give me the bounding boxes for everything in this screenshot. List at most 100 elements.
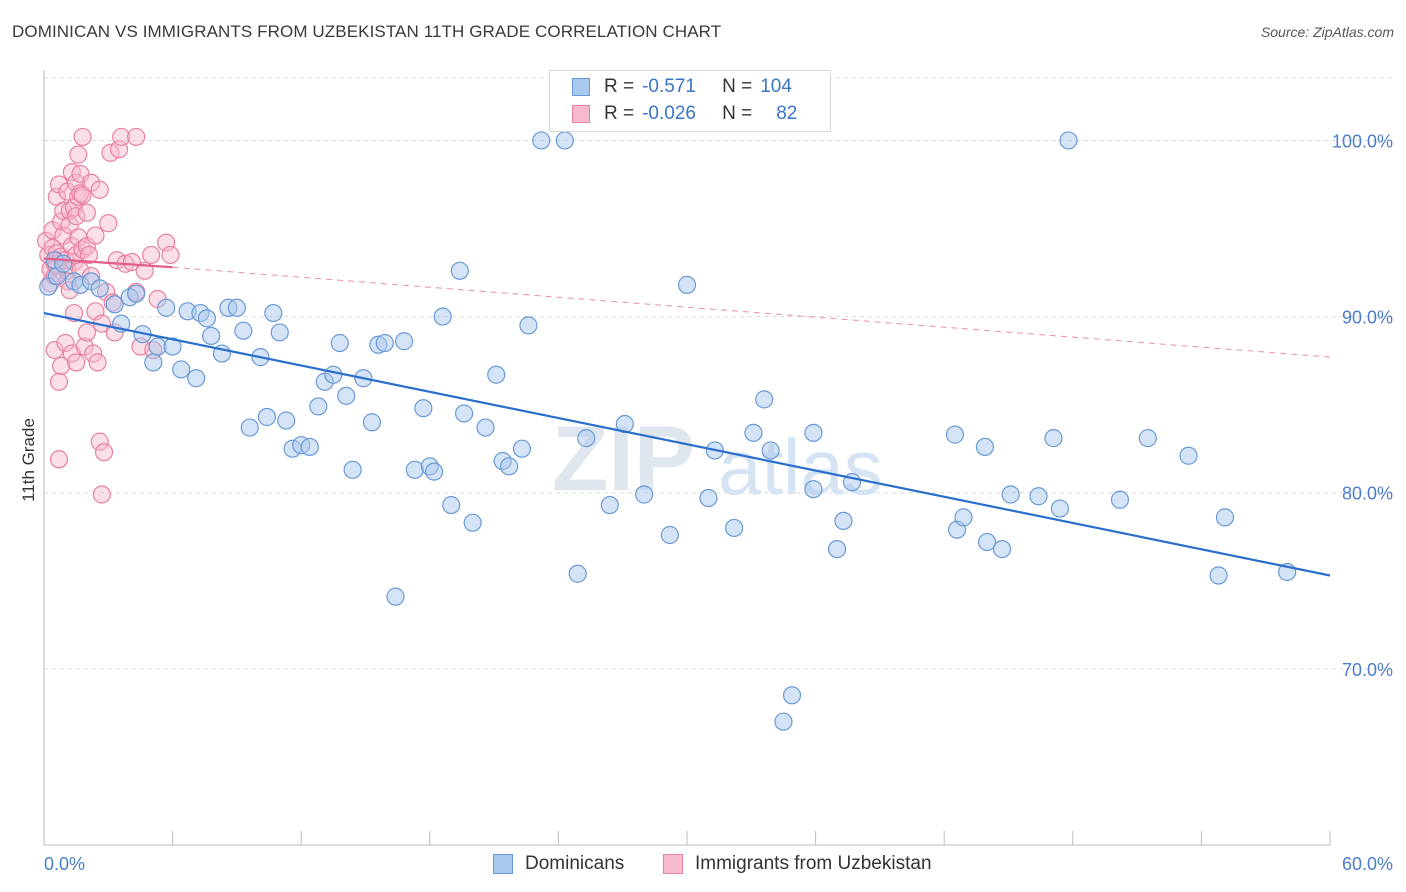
dominican-point [1215, 508, 1235, 527]
legend-row-uzbekistan: R = -0.026 N = 82 [572, 101, 797, 127]
uzbekistan-point [99, 214, 118, 233]
uzbekistan-point [67, 353, 86, 372]
dominican-point [568, 564, 587, 583]
uzbekistan-point [90, 432, 109, 451]
legend-r-label: R = [604, 76, 635, 97]
x-tick-label-max: 60.0% [1342, 854, 1393, 874]
legend-n-label: N = [722, 76, 753, 97]
dominican-point [454, 404, 474, 423]
dominican-point [362, 413, 382, 432]
dominican-point [309, 397, 328, 416]
dominican-point [954, 508, 973, 527]
uzbekistan-point [127, 127, 146, 147]
dominican-point [476, 418, 495, 437]
dominican-point [500, 457, 519, 476]
dominican-point [144, 353, 163, 372]
dominican-point [257, 407, 277, 427]
legend-r-value: -0.571 [642, 76, 696, 97]
uzbekistan-point [88, 353, 107, 372]
dominican-point [804, 423, 823, 442]
dominican-point [1029, 487, 1048, 506]
legend-n-value: 104 [760, 76, 792, 97]
dominican-point [677, 275, 697, 294]
legend-item-dominicans: Dominicans [493, 853, 624, 875]
legend-swatch-blue [493, 854, 513, 874]
uzbekistan-point [122, 252, 141, 272]
stats-legend: R = -0.571 N = 104 R = -0.026 N = 82 [549, 70, 831, 132]
uzbekistan-point [77, 203, 96, 222]
dominican-point [202, 326, 221, 346]
dominican-point [227, 298, 246, 317]
uzbekistan-point [52, 356, 71, 376]
chart-title: DOMINICAN VS IMMIGRANTS FROM UZBEKISTAN … [12, 22, 722, 41]
dominican-point [1209, 566, 1228, 585]
dominican-point [264, 303, 283, 323]
dominican-point [555, 131, 574, 150]
dominican-point [442, 495, 461, 515]
uzbekistan-point [92, 485, 111, 504]
y-tick-label: 100.0% [1332, 131, 1393, 151]
dominican-points [39, 131, 1297, 731]
dominican-point [699, 488, 718, 508]
dominican-point [755, 390, 774, 409]
dominican-point [163, 337, 182, 356]
dominican-point [197, 309, 216, 328]
dominican-point [187, 369, 206, 388]
dominican-point [1179, 446, 1198, 465]
watermark: ZIP atlas [552, 408, 883, 511]
y-axis-label: 11th Grade [19, 418, 38, 502]
legend-item-uzbekistan: Immigrants from Uzbekistan [663, 853, 932, 875]
dominican-point [450, 261, 469, 280]
uzbekistan-point [49, 450, 69, 469]
dominican-point [414, 399, 433, 418]
trend-lines [43, 257, 1331, 577]
dominican-point [270, 323, 289, 342]
series-legend: Dominicans Immigrants from Uzbekistan [0, 852, 1406, 878]
dominican-point [337, 386, 356, 405]
dominican-point [977, 532, 997, 552]
dominican-point [1110, 490, 1130, 509]
uzbekistan-point [45, 340, 64, 360]
legend-swatch-pink [663, 854, 683, 874]
dominican-point [234, 321, 253, 340]
dominican-point [1001, 485, 1020, 504]
dominican-point [394, 332, 414, 351]
dominican-point [992, 539, 1012, 559]
dominican-point [375, 333, 394, 353]
uzbekistan-point [67, 207, 86, 226]
source-label: Source: ZipAtlas.com [1260, 24, 1394, 40]
uzbekistan-point [84, 344, 103, 363]
dominican-point [975, 437, 995, 457]
dominican-point [324, 365, 343, 384]
dominican-point [945, 425, 965, 444]
legend-r-value: -0.026 [642, 103, 696, 124]
dominican-point [782, 686, 802, 705]
uzbekistan-point [49, 372, 69, 391]
x-tick-label-min: 0.0% [44, 854, 85, 874]
dominican-point [804, 480, 823, 499]
dominican-point [744, 423, 763, 442]
legend-n-value: 82 [776, 103, 798, 124]
dominican-point [300, 437, 319, 457]
uzbekistan-point [73, 127, 92, 147]
uzbekistan-point [56, 333, 75, 353]
dominican-point [487, 365, 506, 384]
tick-labels: 70.0% 80.0% 90.0% 100.0% 0.0% 60.0% [44, 131, 1393, 874]
axes [43, 70, 1331, 846]
dominican-point [660, 525, 679, 545]
legend-row-dominicans: R = -0.571 N = 104 [572, 74, 792, 100]
dominican-point [1138, 429, 1157, 448]
dominican-point [600, 495, 619, 515]
dominican-point [577, 429, 596, 448]
dominican-point [386, 587, 405, 606]
uzbekistan-point [112, 127, 131, 147]
uzbekistan-trend-line [43, 257, 173, 269]
dominican-point [774, 712, 793, 731]
y-tick-label: 90.0% [1342, 308, 1393, 328]
dominican-point [330, 333, 349, 353]
uzbekistan-point [77, 323, 96, 342]
legend-swatch-pink [572, 105, 590, 123]
uzbekistan-point [142, 245, 161, 265]
dominican-point [54, 254, 73, 273]
